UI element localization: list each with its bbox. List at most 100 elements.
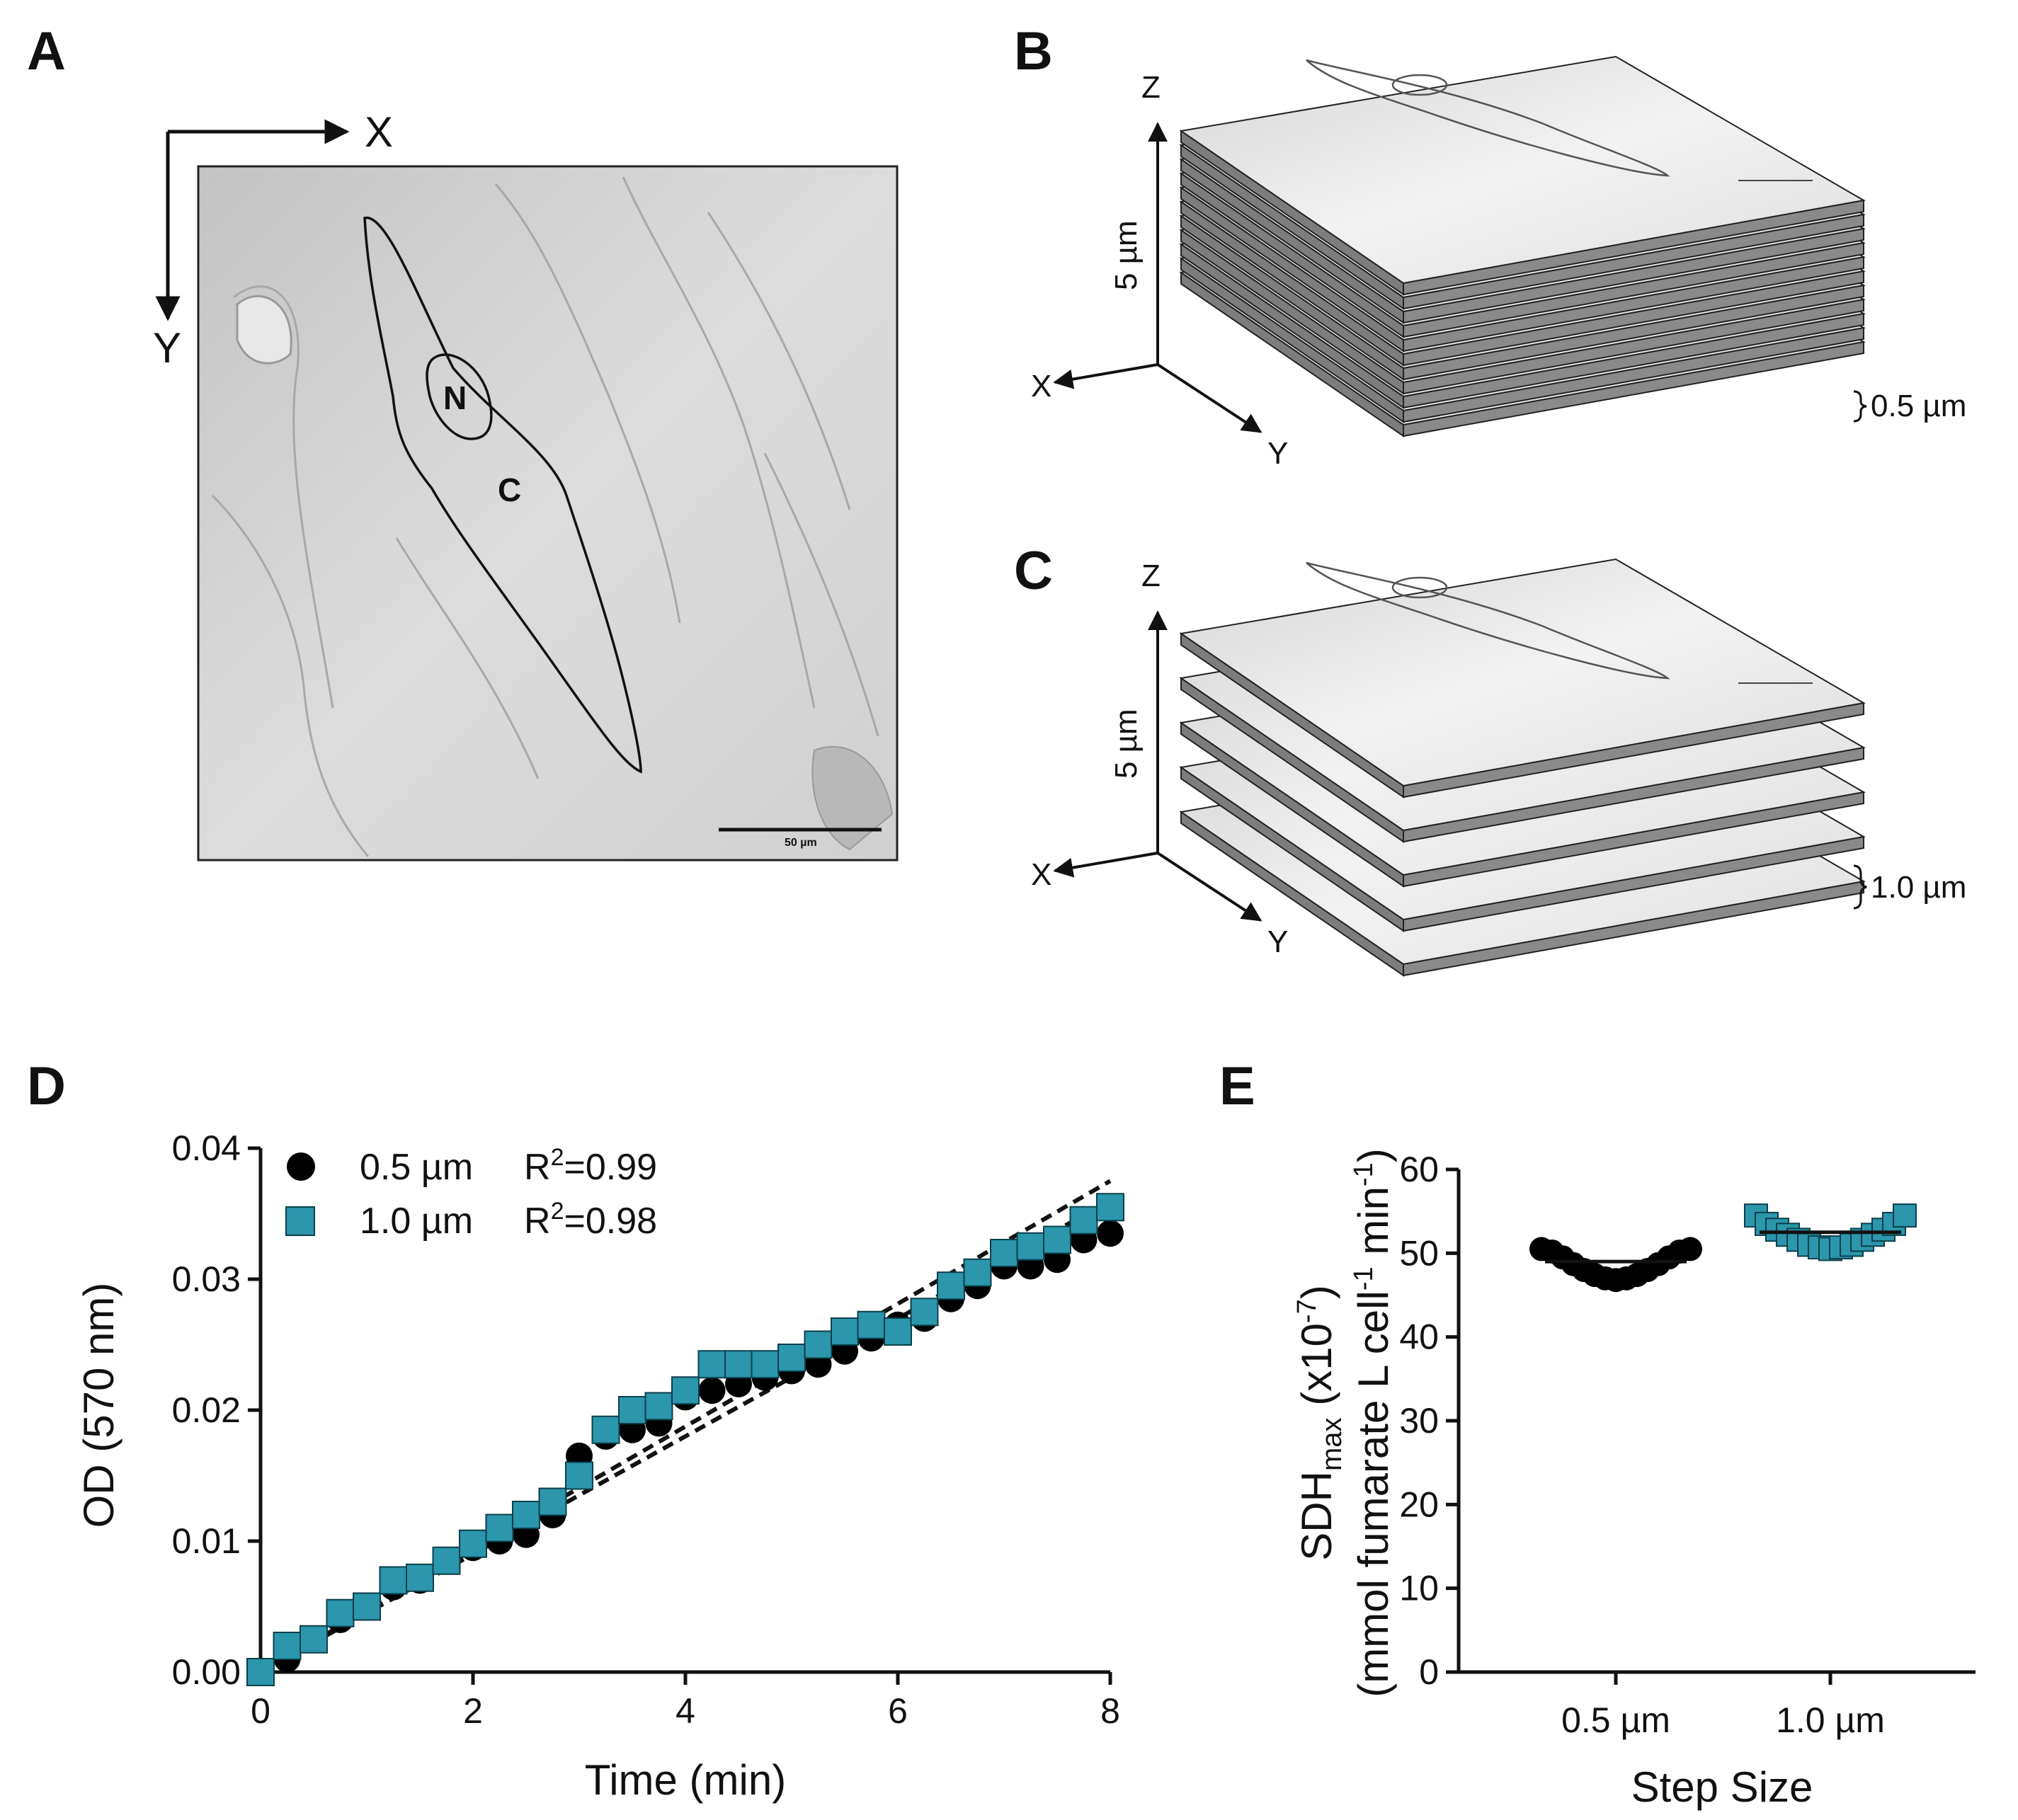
panel-d: D 0.00 0.01 0.02 0.03 0.04 0 2 4 6 8 OD (570 nm)… [27, 1056, 1124, 1804]
y-tick-label: 30 [1399, 1401, 1439, 1441]
panel-c-letter: C [1014, 541, 1053, 601]
x-tick-label: 8 [1100, 1691, 1120, 1731]
panel-c-depth-label: 5 µm [1109, 709, 1144, 779]
legend-marker-05 [287, 1152, 315, 1181]
slice-top [1179, 558, 1866, 787]
point-1.0um [751, 1350, 780, 1379]
point-1.0um [512, 1501, 540, 1529]
point-1.0um [1043, 1225, 1071, 1254]
label-nucleus: N [443, 379, 467, 416]
point-1.0um [591, 1415, 620, 1444]
y-ticks: 0.00 0.01 0.02 0.03 0.04 [172, 1128, 261, 1692]
x-axis-title: Time (min) [585, 1756, 786, 1804]
point-1.0um [618, 1396, 646, 1424]
legend: 0.5 µm R2=0.99 1.0 µm R2=0.98 [285, 1144, 657, 1242]
y-tick-label: 50 [1399, 1233, 1439, 1273]
point-1.0um [1069, 1206, 1098, 1235]
nucleus-outline [426, 353, 493, 440]
legend-label-10: 1.0 µm [360, 1201, 473, 1242]
point-1.0um [857, 1310, 886, 1339]
slice-stack-05 [1179, 55, 1866, 437]
cell-outline [363, 217, 642, 774]
point-1.0um [1893, 1203, 1917, 1228]
point-1.0um [697, 1350, 726, 1379]
y-tick-label: 0.00 [172, 1652, 241, 1692]
debris-2 [811, 746, 894, 851]
y-tick-label: 10 [1399, 1569, 1439, 1608]
slice [1179, 558, 1866, 799]
panel-a-axis-y: Y [153, 324, 181, 372]
panel-b-depth-label: 5 µm [1109, 220, 1144, 290]
point-0.5um [698, 1377, 726, 1404]
panel-b-axis-y: Y [1267, 436, 1288, 471]
x-tick-label: 2 [463, 1691, 483, 1731]
point-1.0um [1096, 1193, 1124, 1222]
panel-b-letter: B [1014, 21, 1053, 81]
point-1.0um [724, 1350, 753, 1379]
legend-r2-10: R2=0.98 [524, 1198, 657, 1242]
panel-e-letter: E [1219, 1056, 1255, 1116]
panel-b-axis-x: X [1031, 369, 1051, 404]
legend-r2-05: R2=0.99 [524, 1144, 657, 1188]
scale-bar-label: 50 µm [785, 837, 817, 849]
panel-c-axis-y: Y [1267, 925, 1288, 959]
step-bracket [1853, 390, 1867, 423]
x-axis-title: Step Size [1631, 1763, 1813, 1811]
data-points [1529, 1203, 1917, 1293]
point-0.5um [1678, 1237, 1702, 1261]
point-1.0um [910, 1298, 939, 1327]
point-1.0um [246, 1658, 275, 1686]
y-axis-title-2: (mmol fumarate L cell-1 min-1) [1349, 1148, 1397, 1698]
panel-b: B Z X Y 5 µm 0.5 µm [1014, 21, 1966, 471]
y-tick-label: 0.02 [172, 1390, 241, 1430]
x-tick-label: 0 [251, 1691, 270, 1731]
y-axis-arrow [1156, 852, 1262, 922]
point-1.0um [326, 1598, 355, 1627]
x-tick-label: 1.0 µm [1776, 1700, 1885, 1740]
y-tick-label: 0 [1419, 1652, 1439, 1692]
point-1.0um [406, 1563, 434, 1592]
point-1.0um [963, 1258, 992, 1287]
y-tick-label: 40 [1399, 1317, 1439, 1357]
panel-c-axis-x: X [1031, 857, 1051, 892]
point-1.0um [1016, 1232, 1045, 1261]
panel-c-axis-z: Z [1141, 559, 1161, 593]
cell-outline [1306, 561, 1670, 680]
y-tick-label: 0.03 [172, 1259, 241, 1299]
x-ticks: 0 2 4 6 8 [251, 1672, 1120, 1731]
point-1.0um [644, 1392, 673, 1421]
point-1.0um [485, 1513, 514, 1543]
point-1.0um [671, 1376, 700, 1405]
legend-marker-10 [285, 1206, 315, 1236]
nucleus-outline [1391, 74, 1448, 96]
slice [1179, 55, 1866, 296]
background-cells [211, 176, 879, 857]
point-1.0um [273, 1632, 302, 1660]
point-1.0um [804, 1330, 833, 1359]
panel-e: E 0 10 20 30 40 50 60 0.5 µm 1.0 µm SDHmax (x10… [1219, 1056, 1976, 1811]
debris [236, 295, 292, 365]
y-tick-label: 20 [1399, 1484, 1439, 1524]
x-tick-label: 4 [675, 1691, 695, 1731]
legend-label-05: 0.5 µm [360, 1147, 473, 1188]
x-axis-arrow [1053, 363, 1158, 389]
point-1.0um [777, 1344, 806, 1372]
point-1.0um [459, 1529, 487, 1558]
x-tick-label: 6 [888, 1691, 908, 1731]
data-points [246, 1193, 1124, 1686]
cell-outline [1306, 59, 1670, 177]
point-1.0um [565, 1461, 593, 1490]
panel-c: C Z X Y 5 µm 1.0 µm [1014, 541, 1966, 977]
micrograph [197, 165, 899, 862]
panel-a-axis-x: X [365, 108, 393, 156]
point-1.0um [300, 1625, 328, 1654]
panel-b-step-label: 0.5 µm [1871, 389, 1966, 423]
point-1.0um [990, 1239, 1018, 1267]
point-1.0um [538, 1487, 567, 1516]
label-cytoplasm: C [498, 471, 521, 508]
panel-c-step-label: 1.0 µm [1871, 870, 1966, 905]
slice-stack-10 [1179, 558, 1866, 977]
x-ticks: 0.5 µm 1.0 µm [1561, 1672, 1885, 1740]
fit-line [259, 1198, 1112, 1674]
